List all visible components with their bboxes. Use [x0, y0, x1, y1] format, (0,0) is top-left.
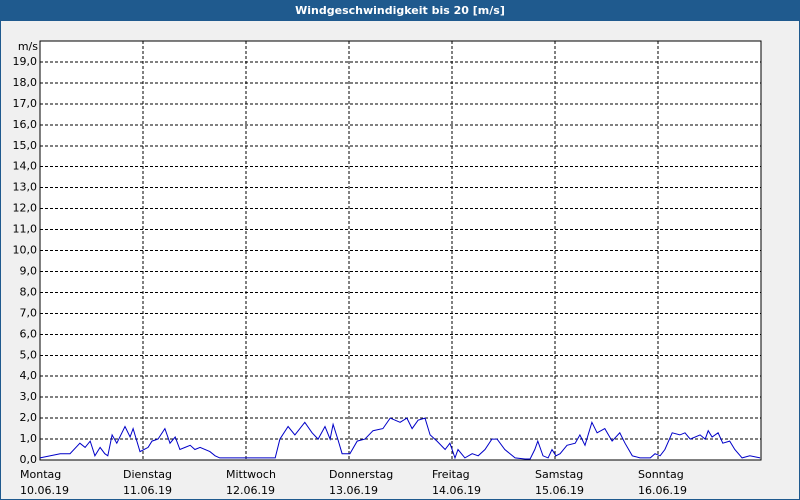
y-tick-label: 8,0 [20, 285, 38, 298]
y-tick-label: 10,0 [13, 244, 38, 257]
y-tick-label: 19,0 [13, 55, 38, 68]
x-tick-label: 13.06.19 [329, 484, 378, 497]
y-tick-label: 15,0 [13, 139, 38, 152]
y-tick-label: 7,0 [20, 306, 38, 319]
x-tick-label: 15.06.19 [535, 484, 584, 497]
y-tick-label: 1,0 [20, 432, 38, 445]
x-tick-label: Sonntag [638, 468, 684, 481]
plot-border [39, 40, 762, 461]
y-tick-label: 4,0 [20, 369, 38, 382]
chart-title: Windgeschwindigkeit bis 20 [m/s] [295, 4, 505, 17]
title-bar [0, 0, 800, 21]
y-tick-label: 18,0 [13, 76, 38, 89]
x-tick-label: Dienstag [123, 468, 172, 481]
y-tick-label: 12,0 [13, 202, 38, 215]
x-tick-label: Donnerstag [329, 468, 393, 481]
x-tick-label: Montag [20, 468, 61, 481]
x-tick-label: 10.06.19 [20, 484, 69, 497]
x-tick-label: Mittwoch [226, 468, 276, 481]
x-tick-label: 11.06.19 [123, 484, 172, 497]
y-tick-label: 5,0 [20, 348, 38, 361]
wind-line [39, 417, 761, 460]
y-tick-label: 2,0 [20, 411, 38, 424]
y-tick-label: 3,0 [20, 390, 38, 403]
y-axis-label: m/s [18, 40, 38, 53]
x-tick-label: 12.06.19 [226, 484, 275, 497]
y-tick-label: 6,0 [20, 327, 38, 340]
y-tick-label: 9,0 [20, 264, 38, 277]
y-tick-label: 13,0 [13, 181, 38, 194]
x-tick-label: 14.06.19 [432, 484, 481, 497]
y-tick-label: 17,0 [13, 97, 38, 110]
y-tick-label: 14,0 [13, 160, 38, 173]
y-tick-label: 0,0 [20, 453, 38, 466]
y-tick-label: 16,0 [13, 118, 38, 131]
y-tick-label: 11,0 [13, 223, 38, 236]
x-tick-label: 16.06.19 [638, 484, 687, 497]
x-tick-label: Samstag [535, 468, 583, 481]
x-tick-label: Freitag [432, 468, 470, 481]
